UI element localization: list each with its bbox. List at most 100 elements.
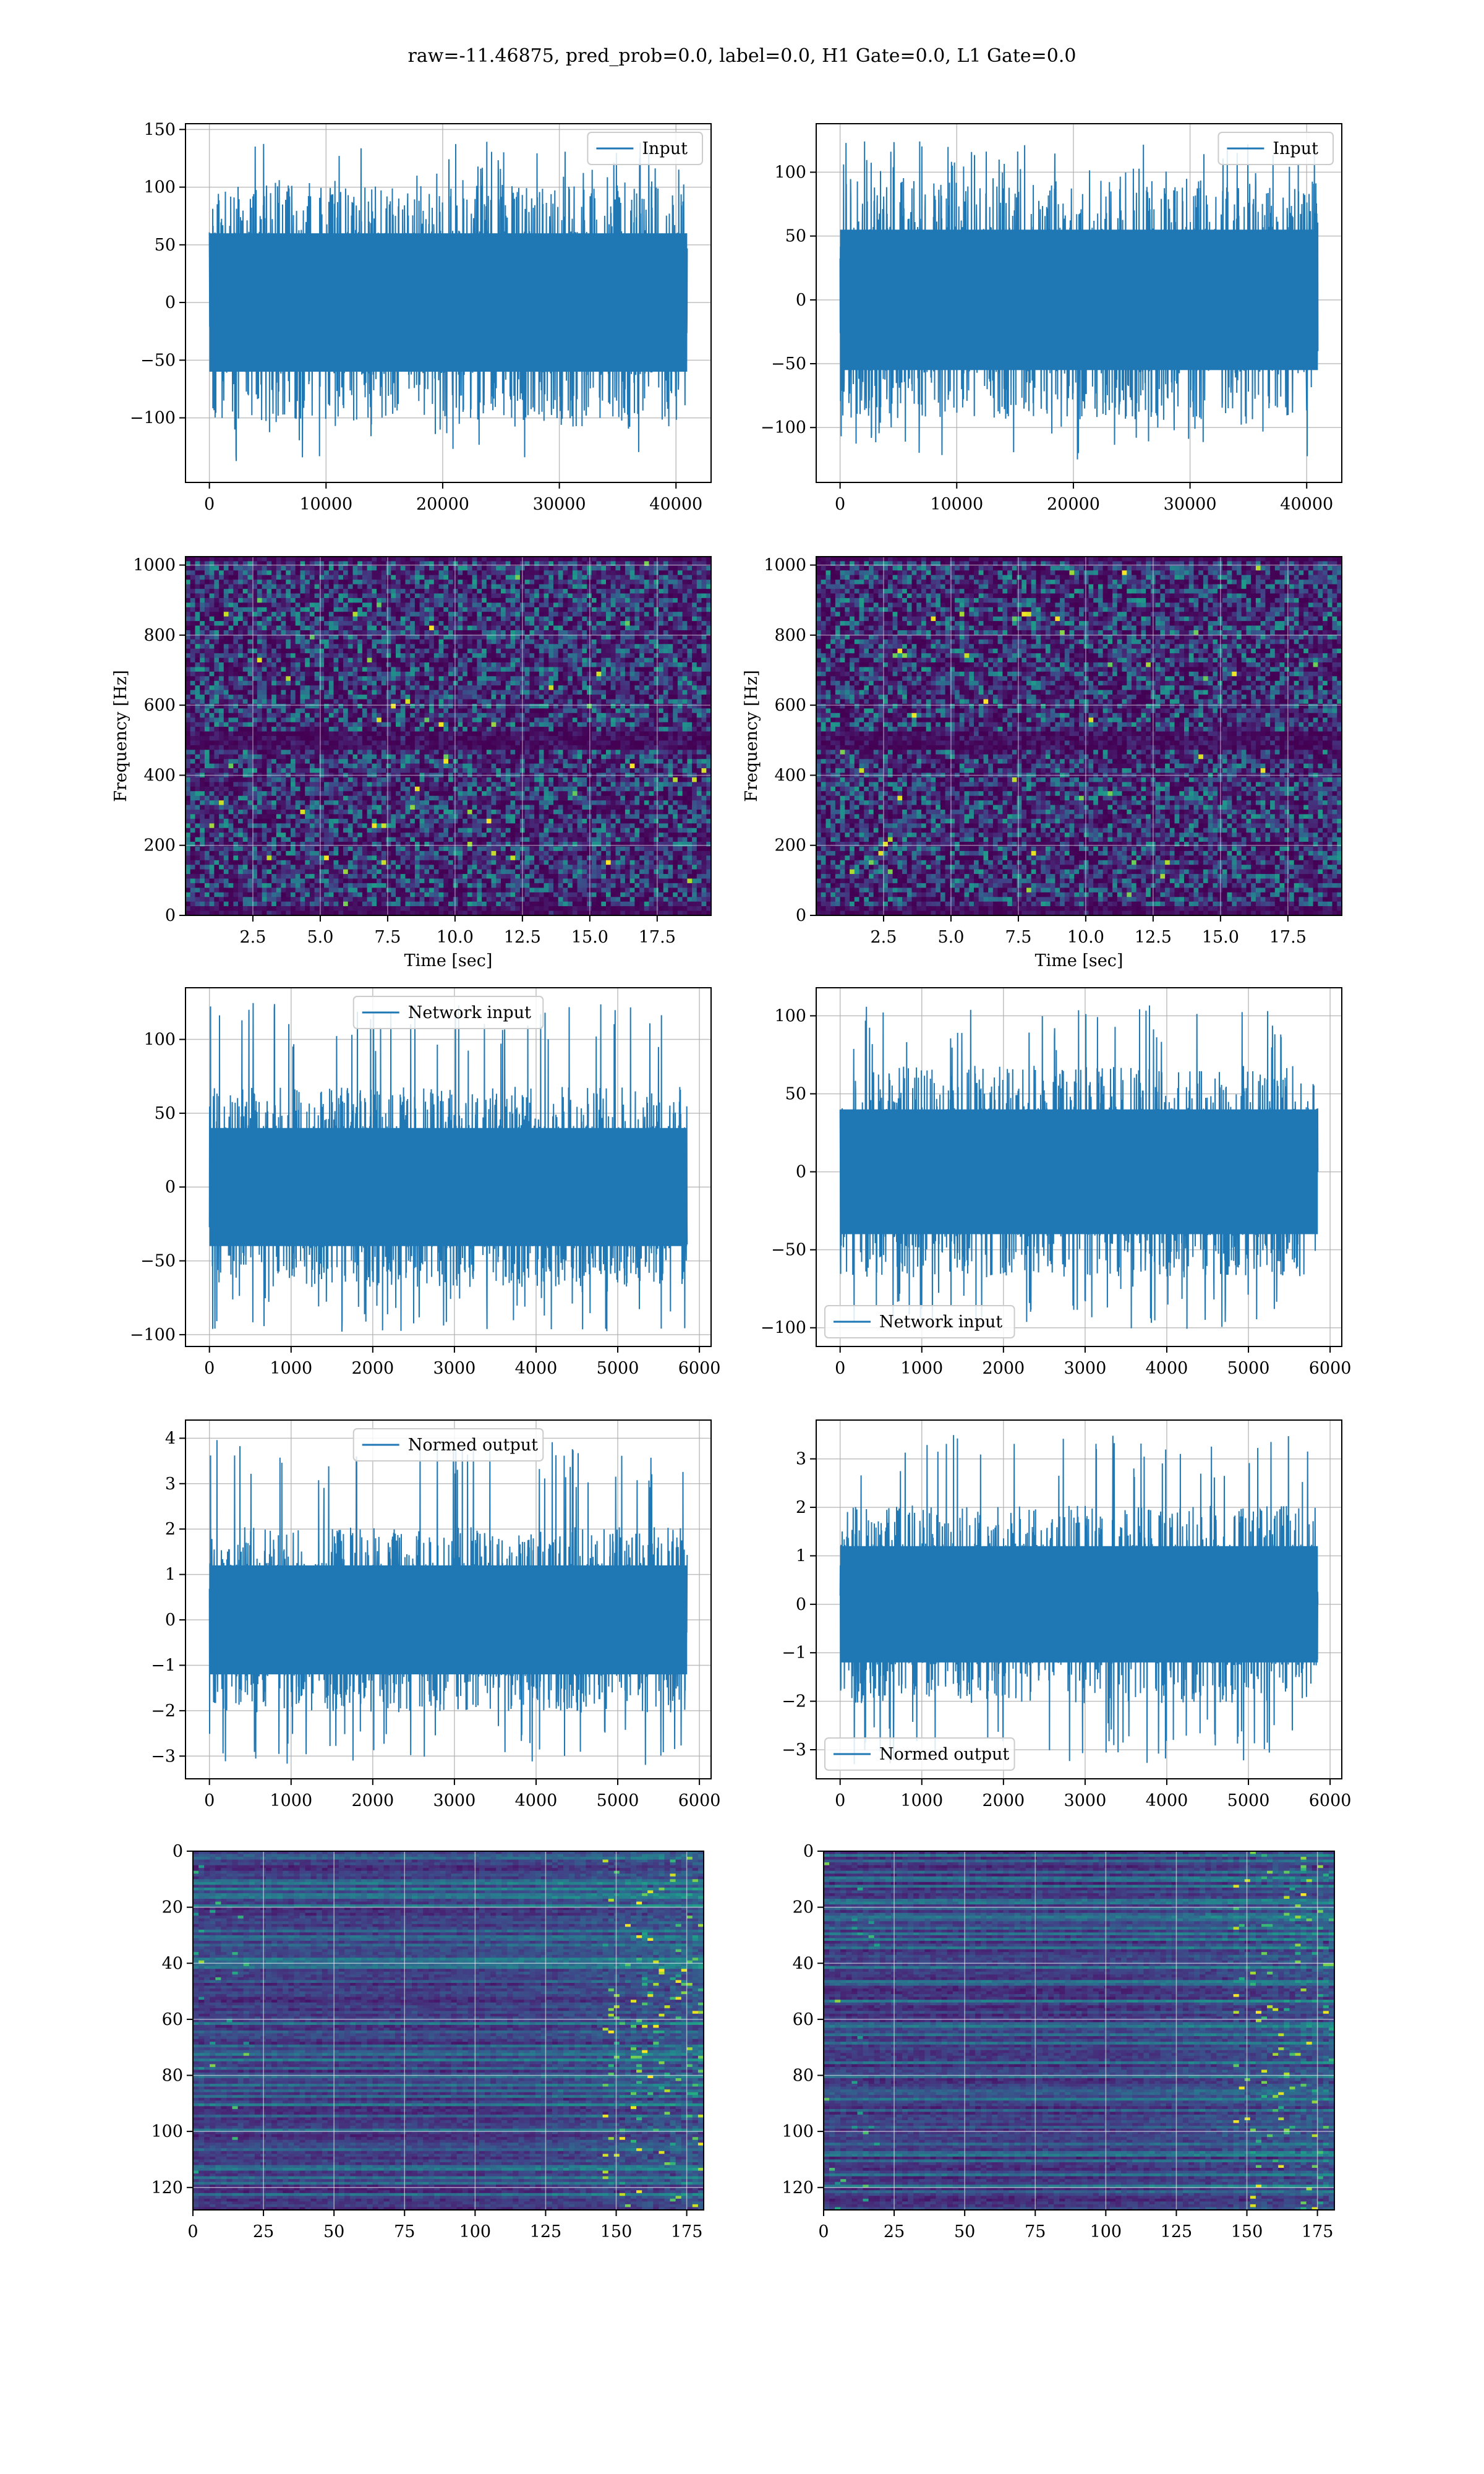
y-tick-label: 120: [151, 2178, 183, 2198]
x-tick-label: 1000: [900, 1791, 943, 1810]
y-tick-label: 0: [796, 1163, 806, 1182]
x-axis-label: Time [sec]: [1035, 951, 1124, 970]
x-tick-label: 25: [884, 2222, 905, 2241]
legend-label: Normed output: [879, 1745, 1009, 1764]
x-tick-label: 40000: [1280, 495, 1333, 514]
x-tick-label: 15.0: [571, 928, 608, 947]
y-tick-label: 50: [785, 227, 806, 246]
legend-label: Normed output: [408, 1436, 538, 1455]
x-tick-label: 3000: [433, 1359, 476, 1378]
x-tick-label: 2000: [982, 1359, 1025, 1378]
x-tick-label: 0: [187, 2222, 198, 2241]
y-tick-label: −2: [782, 1692, 806, 1711]
y-tick-label: 0: [165, 1178, 176, 1197]
y-tick-label: −100: [130, 1325, 176, 1345]
chart-netin-right: 0 1000 2000 3000 4000 5000 6000−100−50050100Ne…: [761, 988, 1352, 1378]
x-tick-label: 25: [253, 2222, 274, 2241]
x-tick-label: 125: [1161, 2222, 1193, 2241]
y-tick-label: 50: [785, 1084, 806, 1103]
y-tick-label: 0: [796, 291, 806, 310]
series-core: [840, 1110, 1318, 1235]
x-tick-label: 10.0: [1067, 928, 1104, 947]
y-tick-label: 600: [774, 696, 806, 715]
x-tick-label: 5000: [1227, 1791, 1270, 1810]
y-tick-label: 400: [143, 766, 176, 785]
x-tick-label: 10000: [930, 495, 983, 514]
x-tick-label: 0: [204, 495, 215, 514]
x-tick-label: 40000: [649, 495, 702, 514]
x-tick-label: 20000: [1047, 495, 1100, 514]
y-tick-label: 0: [796, 906, 806, 925]
y-tick-label: 40: [793, 1954, 814, 1973]
x-tick-label: 0: [835, 495, 845, 514]
heatmap-cells: [816, 557, 1342, 916]
y-tick-label: 800: [143, 626, 176, 645]
y-tick-label: 80: [162, 2066, 183, 2086]
x-tick-label: 75: [1025, 2222, 1046, 2241]
x-tick-label: 2000: [351, 1791, 394, 1810]
x-tick-label: 30000: [533, 495, 586, 514]
y-tick-label: −50: [140, 1252, 176, 1271]
y-tick-label: 100: [143, 1030, 176, 1050]
heatmap-cells: [824, 1851, 1335, 2211]
y-tick-label: 3: [796, 1450, 806, 1469]
legend: Input: [587, 132, 702, 165]
x-tick-label: 17.5: [639, 928, 676, 947]
x-tick-label: 7.5: [1005, 928, 1031, 947]
x-tick-label: 50: [323, 2222, 344, 2241]
y-tick-label: −50: [771, 354, 806, 374]
legend-label: Input: [1273, 139, 1318, 158]
y-tick-label: −50: [140, 351, 176, 370]
y-tick-label: 4: [165, 1429, 176, 1448]
x-tick-label: 1000: [270, 1791, 312, 1810]
y-tick-label: 120: [782, 2178, 814, 2198]
y-tick-label: 100: [151, 2122, 183, 2141]
y-tick-label: 3: [165, 1475, 176, 1494]
y-tick-label: 60: [162, 2010, 183, 2029]
y-tick-label: 100: [774, 1006, 806, 1025]
x-tick-label: 150: [1231, 2222, 1263, 2241]
x-tick-label: 0: [204, 1359, 215, 1378]
legend: Network input: [354, 996, 544, 1029]
x-tick-label: 0: [835, 1359, 845, 1378]
legend: Normed output: [354, 1429, 544, 1461]
x-tick-label: 5.0: [307, 928, 333, 947]
legend: Network input: [825, 1306, 1015, 1338]
x-tick-label: 125: [530, 2222, 562, 2241]
y-tick-label: 20: [162, 1898, 183, 1917]
x-tick-label: 2000: [351, 1359, 394, 1378]
x-tick-label: 150: [600, 2222, 633, 2241]
x-tick-label: 7.5: [374, 928, 401, 947]
x-tick-label: 4000: [515, 1791, 558, 1810]
y-tick-label: 1: [796, 1546, 806, 1565]
x-tick-label: 6000: [1309, 1791, 1352, 1810]
x-tick-label: 10000: [299, 495, 352, 514]
y-tick-label: 2: [165, 1520, 176, 1539]
x-tick-label: 4000: [1146, 1791, 1188, 1810]
legend-label: Network input: [408, 1003, 531, 1022]
x-tick-label: 0: [818, 2222, 829, 2241]
y-tick-label: −3: [151, 1747, 176, 1766]
x-tick-label: 2.5: [239, 928, 266, 947]
y-tick-label: −50: [771, 1241, 806, 1260]
x-tick-label: 3000: [1064, 1359, 1107, 1378]
x-tick-label: 5000: [597, 1359, 639, 1378]
heatmap-cells: [186, 557, 712, 916]
x-tick-label: 6000: [1309, 1359, 1352, 1378]
y-tick-label: 100: [774, 163, 806, 182]
y-axis-label: Frequency [Hz]: [742, 670, 761, 802]
x-tick-label: 4000: [515, 1359, 558, 1378]
y-tick-label: 1: [165, 1565, 176, 1585]
x-tick-label: 0: [204, 1791, 215, 1810]
y-tick-label: 0: [796, 1595, 806, 1614]
y-tick-label: −3: [782, 1740, 806, 1760]
y-tick-label: 40: [162, 1954, 183, 1973]
y-tick-label: −1: [151, 1656, 176, 1675]
y-tick-label: 60: [793, 2010, 814, 2029]
x-tick-label: 0: [835, 1791, 845, 1810]
y-tick-label: 0: [165, 1611, 176, 1630]
legend-label: Network input: [879, 1312, 1002, 1332]
